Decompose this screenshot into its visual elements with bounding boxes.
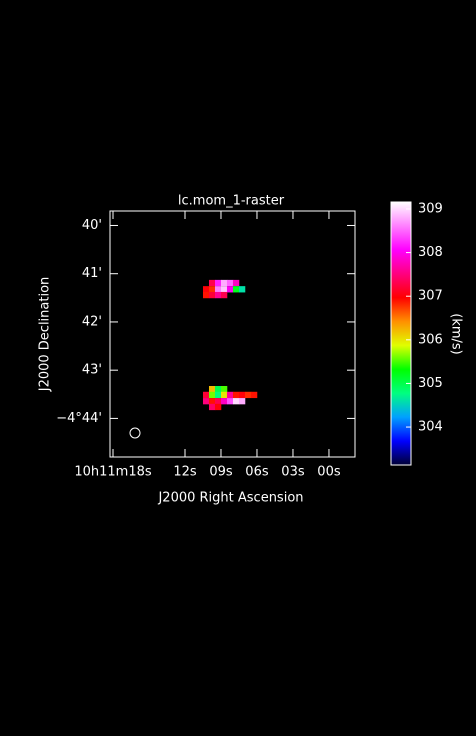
pixel <box>208 398 216 405</box>
x-tick-label: 03s <box>281 465 305 480</box>
pixel <box>232 391 240 399</box>
colorbar-label: (km/s) <box>449 313 464 355</box>
pixel <box>226 391 234 399</box>
pixel <box>202 291 210 299</box>
pixel <box>250 391 258 399</box>
pixel <box>220 286 228 293</box>
pixel <box>232 398 240 405</box>
pixel <box>208 279 216 287</box>
colorbar <box>390 201 412 466</box>
beam <box>129 427 141 439</box>
pixel <box>226 398 234 405</box>
pixel <box>220 391 228 399</box>
colorbar-tick-label: 304 <box>418 420 443 435</box>
colorbar-tick-label: 307 <box>418 289 443 304</box>
pixel <box>238 398 246 405</box>
pixel <box>208 385 216 393</box>
colorbar-tick-label: 309 <box>418 201 443 216</box>
y-tick-label: 42' <box>82 314 102 329</box>
plot-frame <box>109 210 356 458</box>
pixel <box>208 403 216 411</box>
pixel <box>208 291 216 299</box>
pixel <box>214 385 222 393</box>
x-tick-label: 09s <box>209 465 233 480</box>
x-axis-label: J2000 Right Ascension <box>157 491 303 506</box>
colorbar-tick-label: 305 <box>418 376 443 391</box>
pixel <box>232 279 240 287</box>
colorbar-tick-label: 308 <box>418 245 443 260</box>
pixel <box>220 385 228 393</box>
pixel <box>214 291 222 299</box>
chart-title: lc.mom_1-raster <box>178 194 285 209</box>
pixel <box>220 279 228 287</box>
x-tick-label: 00s <box>317 465 341 480</box>
pixel <box>202 391 210 399</box>
pixel <box>214 279 222 287</box>
pixel <box>238 286 246 293</box>
pixel <box>244 391 252 399</box>
y-tick-label: −4°44' <box>56 411 102 426</box>
pixel <box>226 286 234 293</box>
pixel <box>214 286 222 293</box>
pixel <box>202 398 210 405</box>
pixel <box>238 391 246 399</box>
pixel <box>220 291 228 299</box>
pixel <box>214 391 222 399</box>
pixel <box>232 286 240 293</box>
y-tick-label: 41' <box>82 266 102 281</box>
pixel <box>226 279 234 287</box>
x-tick-label: 12s <box>173 465 197 480</box>
x-tick-label: 06s <box>245 465 269 480</box>
colorbar-tick-label: 306 <box>418 332 443 347</box>
y-tick-label: 43' <box>82 363 102 378</box>
pixel <box>202 286 210 293</box>
pixel <box>214 398 222 405</box>
pixel <box>208 286 216 293</box>
x-tick-label: 10h11m18s <box>74 465 152 480</box>
y-tick-label: 40' <box>82 218 102 233</box>
y-axis-label: J2000 Declination <box>38 277 53 393</box>
pixel <box>208 391 216 399</box>
pixel <box>220 398 228 405</box>
pixel <box>214 403 222 411</box>
